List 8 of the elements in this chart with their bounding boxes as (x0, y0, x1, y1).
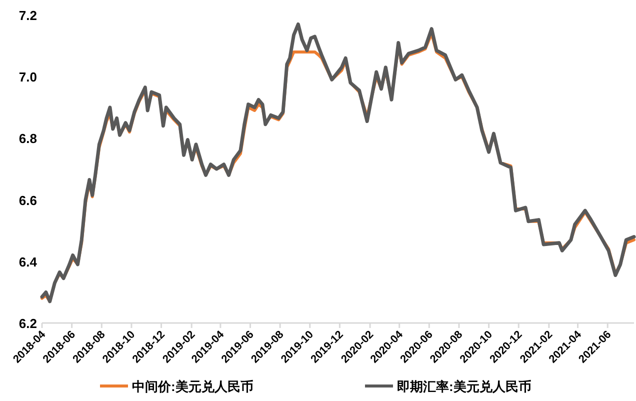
y-tick-label: 7.2 (18, 8, 37, 23)
y-tick-label: 6.4 (18, 254, 38, 270)
y-tick-label: 6.6 (18, 192, 37, 208)
legend-label: 即期汇率:美元兑人民币 (397, 379, 532, 394)
y-tick-label: 6.8 (18, 131, 37, 146)
legend-label: 中间价:美元兑人民币 (132, 379, 254, 394)
y-tick-label: 7.0 (18, 70, 37, 85)
y-tick-label: 6.2 (18, 316, 37, 331)
